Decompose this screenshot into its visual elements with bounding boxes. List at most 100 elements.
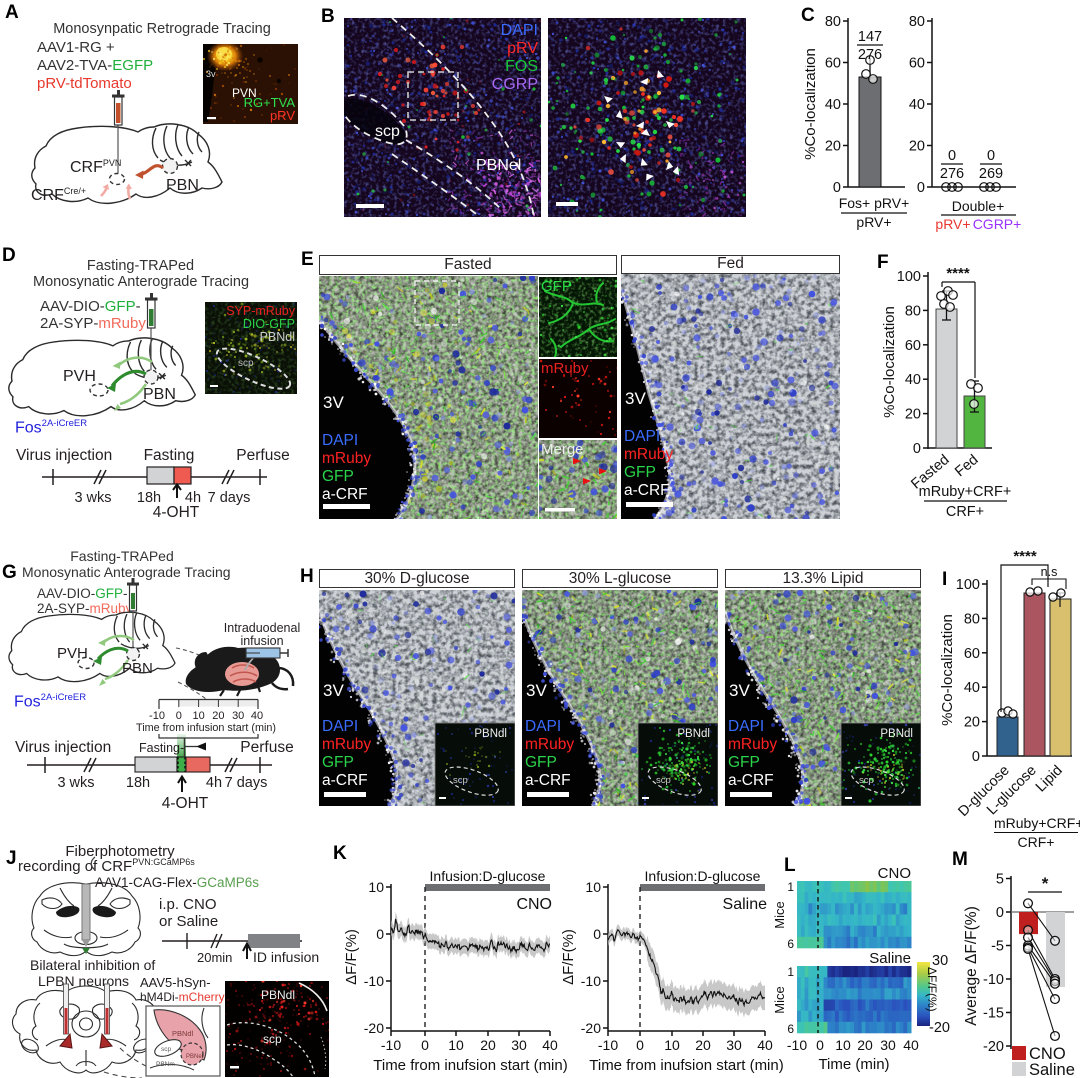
svg-text:Double+: Double+ [952, 198, 1005, 214]
svg-text:3v: 3v [206, 69, 216, 79]
svg-text:7 days: 7 days [208, 490, 251, 506]
svg-text:GFP: GFP [624, 464, 656, 481]
svg-text:scp: scp [656, 775, 671, 786]
svg-text:FOS: FOS [505, 58, 538, 75]
svg-text:20: 20 [909, 139, 925, 155]
svg-text:40: 40 [905, 372, 921, 388]
svg-text:4h: 4h [185, 490, 201, 506]
svg-text:pRV: pRV [507, 40, 538, 57]
svg-text:3 wks: 3 wks [57, 775, 94, 791]
svg-text:PVH: PVH [57, 645, 88, 662]
svg-text:276: 276 [940, 166, 964, 182]
svg-text:%Co-localization: %Co-localization [805, 48, 819, 160]
svg-text:0: 0 [913, 441, 921, 457]
svg-text:276: 276 [858, 47, 882, 63]
svg-text:Merge: Merge [541, 441, 584, 458]
svg-text:269: 269 [979, 166, 1003, 182]
svg-text:%Co-localization: %Co-localization [881, 306, 898, 418]
svg-text:a-CRF: a-CRF [322, 486, 368, 503]
svg-text:mRuby: mRuby [322, 736, 371, 753]
svg-text:Fed: Fed [952, 452, 981, 480]
svg-text:Fos+ pRV+: Fos+ pRV+ [839, 195, 910, 211]
svg-text:PBN: PBN [122, 660, 153, 677]
svg-text:a-CRF: a-CRF [322, 772, 368, 789]
svg-text:4-OHT: 4-OHT [162, 795, 209, 812]
svg-text:0: 0 [948, 148, 956, 164]
svg-text:Virus injection: Virus injection [15, 739, 111, 756]
svg-text:pRV+: pRV+ [856, 214, 891, 230]
svg-text:DIO-GFP: DIO-GFP [243, 317, 295, 331]
svg-text:20: 20 [905, 407, 921, 423]
svg-text:3V: 3V [323, 681, 344, 700]
svg-text:pRV: pRV [270, 108, 295, 123]
svg-text:60: 60 [825, 56, 841, 72]
svg-text:Fasting: Fasting [144, 447, 195, 464]
svg-text:DAPI: DAPI [525, 718, 561, 735]
svg-text:scp: scp [453, 775, 468, 786]
svg-text:PBNdl: PBNdl [260, 330, 295, 344]
svg-text:18h: 18h [126, 775, 150, 791]
svg-text:mRuby: mRuby [624, 446, 673, 463]
svg-text:mRuby: mRuby [541, 360, 589, 377]
svg-text:CRF+: CRF+ [946, 504, 984, 520]
svg-text:30: 30 [232, 710, 244, 722]
svg-text:DAPI: DAPI [624, 428, 660, 445]
svg-text:PBN: PBN [166, 177, 199, 194]
svg-text:147: 147 [858, 29, 882, 45]
svg-text:mRuby: mRuby [525, 736, 574, 753]
svg-text:0: 0 [987, 148, 995, 164]
svg-text:CGRP: CGRP [492, 76, 538, 93]
svg-text:scp: scp [375, 123, 400, 140]
svg-text:a-CRF: a-CRF [624, 482, 670, 499]
svg-text:DAPI: DAPI [322, 432, 358, 449]
svg-text:3V: 3V [526, 681, 547, 700]
svg-text:4-OHT: 4-OHT [153, 504, 200, 521]
svg-text:100: 100 [897, 269, 921, 285]
svg-text:Fasting-: Fasting- [139, 741, 184, 755]
svg-text:40: 40 [251, 710, 263, 722]
svg-text:10: 10 [192, 710, 204, 722]
svg-text:pRV+: pRV+ [935, 216, 970, 232]
svg-text:DAPI: DAPI [322, 718, 358, 735]
svg-text:scp: scp [238, 358, 254, 369]
svg-text:PBNdl: PBNdl [474, 728, 507, 740]
svg-text:0: 0 [917, 180, 925, 196]
svg-text:DAPI: DAPI [501, 22, 538, 39]
svg-text:0: 0 [833, 180, 841, 196]
svg-text:80: 80 [905, 303, 921, 319]
svg-text:-10: -10 [149, 710, 165, 722]
svg-text:3 wks: 3 wks [74, 490, 111, 506]
svg-text:PBNdl: PBNdl [677, 728, 710, 740]
svg-text:18h: 18h [137, 490, 161, 506]
svg-text:a-CRF: a-CRF [525, 772, 571, 789]
svg-text:3V: 3V [323, 393, 344, 412]
svg-text:PVN: PVN [232, 86, 257, 100]
svg-text:40: 40 [825, 97, 841, 113]
svg-text:20: 20 [212, 710, 224, 722]
svg-text:80: 80 [825, 14, 841, 30]
svg-text:CGRP+: CGRP+ [973, 216, 1022, 232]
svg-text:7 days: 7 days [225, 775, 268, 791]
svg-text:SYP-mRuby: SYP-mRuby [226, 304, 296, 318]
svg-text:80: 80 [909, 14, 925, 30]
svg-text:PVH: PVH [63, 368, 96, 385]
svg-text:Virus injection: Virus injection [16, 447, 112, 464]
svg-text:60: 60 [905, 338, 921, 354]
svg-text:Perfuse: Perfuse [236, 447, 289, 464]
svg-text:40: 40 [909, 97, 925, 113]
svg-text:mRuby: mRuby [322, 450, 371, 467]
svg-text:GFP: GFP [322, 754, 354, 771]
svg-text:****: **** [946, 265, 970, 282]
svg-text:0: 0 [176, 710, 182, 722]
svg-text:Time from infusion start (min): Time from infusion start (min) [136, 722, 276, 734]
svg-text:mRuby+CRF+: mRuby+CRF+ [919, 484, 1012, 500]
svg-text:4h: 4h [206, 775, 222, 791]
svg-text:PBN: PBN [143, 386, 176, 403]
svg-text:RG+TVA: RG+TVA [244, 95, 296, 110]
svg-text:GFP: GFP [322, 468, 354, 485]
svg-text:60: 60 [909, 56, 925, 72]
svg-text:20: 20 [825, 139, 841, 155]
svg-text:PBNel: PBNel [476, 157, 521, 174]
svg-text:3V: 3V [625, 389, 646, 408]
svg-text:Perfuse: Perfuse [240, 739, 293, 756]
